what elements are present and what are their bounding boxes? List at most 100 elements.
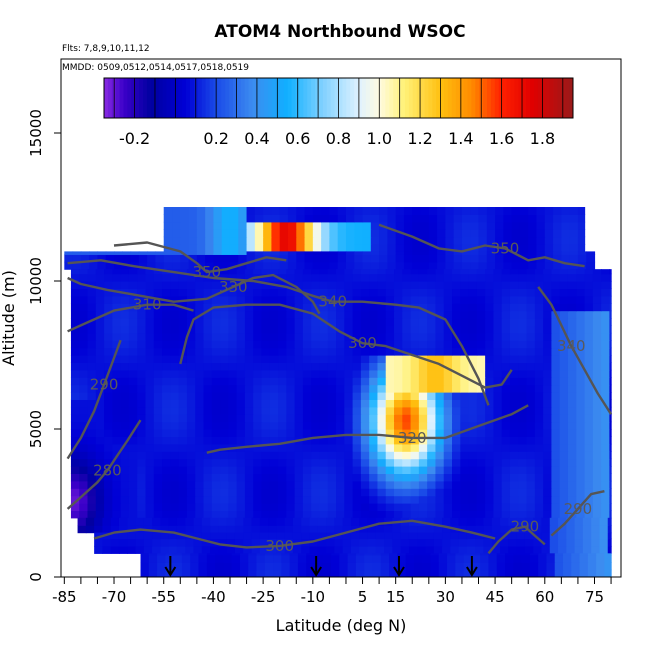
- heatmap-cell: [609, 377, 612, 386]
- heatmap-cell: [327, 421, 337, 430]
- heatmap-cell: [253, 325, 263, 334]
- heatmap-cell: [402, 369, 412, 378]
- heatmap-cell: [70, 421, 80, 430]
- colorbar-swatch: [209, 78, 214, 118]
- heatmap-cell: [536, 221, 546, 230]
- heatmap-cell: [496, 553, 506, 556]
- heatmap-cell: [410, 273, 420, 282]
- heatmap-cell: [541, 545, 551, 554]
- heatmap-cell: [319, 451, 329, 460]
- heatmap-cell: [198, 569, 208, 577]
- heatmap-cell: [198, 562, 208, 571]
- heatmap-cell: [178, 429, 188, 437]
- heatmap-cell: [94, 532, 104, 540]
- heatmap-cell: [95, 332, 105, 341]
- heatmap-cell: [352, 429, 362, 437]
- heatmap-cell: [236, 362, 246, 371]
- heatmap-cell: [559, 332, 569, 341]
- heatmap-cell: [418, 458, 428, 467]
- flights-label: Flts: 7,8,9,10,11,12: [62, 44, 150, 54]
- heatmap-cell: [311, 495, 321, 504]
- heatmap-cell: [369, 318, 379, 326]
- heatmap-cell: [211, 451, 221, 460]
- colorbar-swatch: [502, 78, 508, 118]
- heatmap-cell: [70, 392, 80, 400]
- heatmap-cell: [304, 261, 314, 270]
- heatmap-cell: [485, 473, 495, 482]
- heatmap-cell: [438, 553, 448, 556]
- heatmap-cell: [369, 384, 379, 393]
- heatmap-cell: [104, 303, 113, 312]
- colorbar-swatch: [104, 78, 109, 118]
- heatmap-cell: [128, 281, 138, 289]
- heatmap-cell: [443, 443, 453, 452]
- heatmap-cell: [261, 369, 271, 378]
- heatmap-cell: [486, 251, 496, 255]
- heatmap-cell: [567, 377, 577, 386]
- heatmap-cell: [236, 369, 246, 378]
- heatmap-cell: [544, 229, 554, 238]
- heatmap-cell: [394, 273, 403, 282]
- heatmap-cell: [582, 525, 592, 534]
- heatmap-cell: [529, 569, 539, 577]
- heatmap-cell: [344, 384, 354, 393]
- heatmap-cell: [203, 347, 213, 356]
- colorbar-tick-label: 1.2: [407, 129, 432, 148]
- colorbar-swatch: [221, 78, 226, 118]
- heatmap-cell: [369, 295, 379, 304]
- heatmap-cell: [205, 236, 215, 245]
- heatmap-cell: [148, 562, 158, 571]
- heatmap-cell: [402, 429, 412, 437]
- heatmap-cell: [379, 229, 388, 238]
- heatmap-cell: [195, 466, 205, 474]
- heatmap-cell: [377, 362, 387, 371]
- heatmap-cell: [551, 458, 561, 467]
- heatmap-cell: [198, 553, 208, 556]
- heatmap-cell: [609, 406, 612, 415]
- heatmap-cell: [153, 503, 163, 511]
- heatmap-cell: [327, 384, 337, 393]
- heatmap-cell: [410, 318, 420, 326]
- heatmap-cell: [360, 406, 370, 415]
- colorbar-swatch: [162, 78, 168, 118]
- heatmap-cell: [584, 406, 594, 415]
- heatmap-cell: [112, 281, 122, 289]
- heatmap-cell: [576, 421, 586, 430]
- heatmap-cell: [551, 269, 561, 275]
- heatmap-cell: [286, 384, 296, 393]
- heatmap-cell: [337, 251, 347, 255]
- heatmap-cell: [220, 473, 229, 482]
- heatmap-cell: [302, 303, 312, 312]
- heatmap-cell: [352, 510, 362, 519]
- heatmap-cell: [178, 466, 188, 474]
- heatmap-cell: [369, 325, 379, 334]
- heatmap-cell: [64, 254, 74, 263]
- heatmap-cell: [203, 429, 213, 437]
- heatmap-cell: [455, 554, 465, 563]
- heatmap-cell: [70, 281, 80, 289]
- heatmap-cell: [521, 562, 531, 571]
- heatmap-cell: [314, 569, 324, 577]
- heatmap-cell: [334, 545, 344, 554]
- heatmap-cell: [203, 443, 213, 452]
- heatmap-cell: [221, 236, 231, 245]
- heatmap-cell: [64, 251, 74, 255]
- heatmap-cell: [195, 318, 205, 326]
- heatmap-cell: [445, 244, 455, 252]
- colorbar-swatch: [197, 78, 203, 118]
- heatmap-cell: [485, 488, 495, 497]
- heatmap-cell: [418, 436, 428, 445]
- heatmap-cell: [385, 332, 395, 341]
- heatmap-cell: [360, 414, 370, 423]
- heatmap-cell: [173, 569, 183, 577]
- heatmap-cell: [452, 318, 461, 326]
- heatmap-cell: [528, 207, 538, 215]
- heatmap-cell: [369, 355, 379, 363]
- heatmap-cell: [112, 392, 122, 400]
- heatmap-cell: [153, 488, 163, 497]
- heatmap-cell: [476, 429, 486, 437]
- heatmap-cell: [413, 554, 423, 563]
- heatmap-cell: [336, 473, 345, 482]
- heatmap-cell: [128, 451, 138, 460]
- heatmap-cell: [452, 377, 461, 386]
